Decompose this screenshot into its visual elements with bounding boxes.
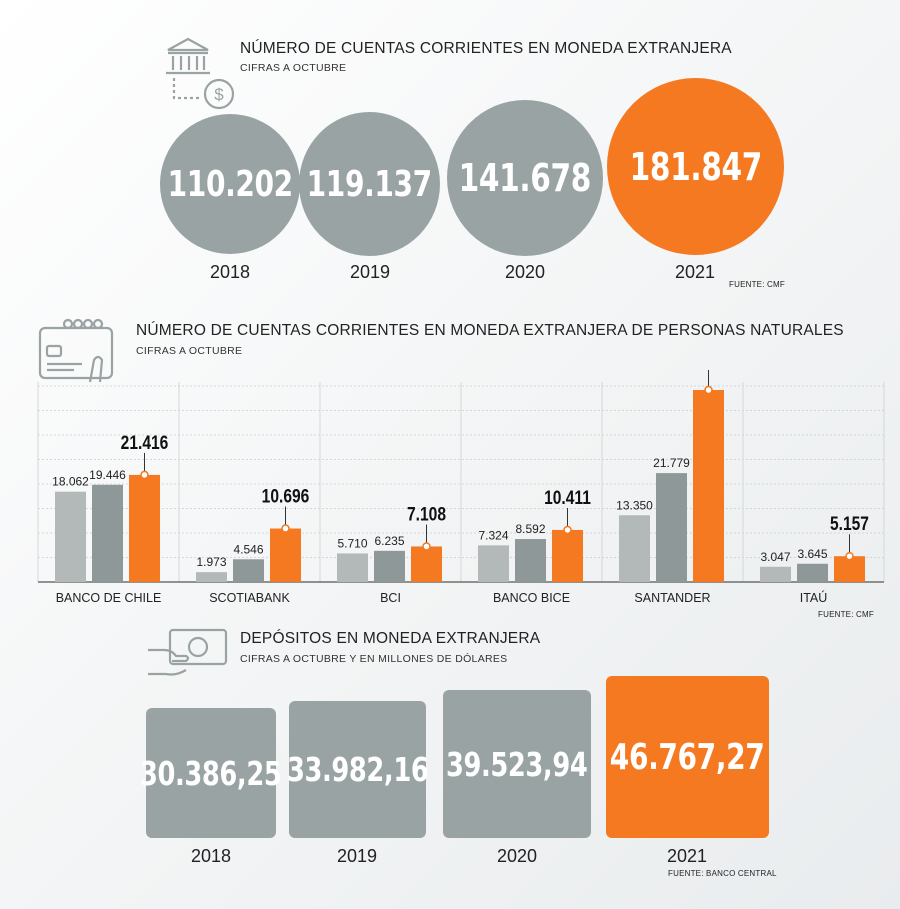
section1-subtitle: CIFRAS A OCTUBRE	[240, 62, 347, 74]
bar-banco-bice-s3	[552, 529, 583, 582]
bar-value-label: 7.324	[478, 528, 508, 542]
bar-value-label: 19.446	[89, 468, 126, 482]
callout-dot	[422, 542, 431, 551]
deposit-value-2019: 33.982,16	[286, 750, 429, 789]
bar-highlight-label: 21.416	[121, 431, 169, 453]
bar-value-label: 4.546	[233, 542, 263, 556]
section3-title: DEPÓSITOS EN MONEDA EXTRANJERA	[240, 630, 541, 647]
bubble-year-2019: 2019	[349, 262, 391, 282]
bar-scotiabank-s1	[196, 572, 227, 582]
bar-banco-de-chile-s1	[55, 491, 86, 582]
deposit-value-2018: 30.386,25	[140, 753, 282, 793]
bar-value-label: 3.645	[797, 547, 827, 561]
callout-dot	[845, 551, 854, 561]
bar-value-label: 13.350	[616, 498, 653, 512]
section2-title: NÚMERO DE CUENTAS CORRIENTES EN MONEDA E…	[136, 322, 844, 339]
bar-santander-s3	[693, 390, 724, 582]
callout-dot	[281, 524, 290, 533]
deposit-value-2020: 39.523,94	[446, 744, 588, 784]
bar-banco-bice-s2	[515, 539, 546, 582]
bar-itaú-s3	[834, 556, 865, 582]
category-label: SANTANDER	[634, 591, 710, 605]
bar-itaú-s2	[797, 563, 828, 582]
section2-source: FUENTE: CMF	[818, 610, 874, 619]
bar-highlight-label: 10.696	[262, 485, 310, 507]
section1-source: FUENTE: CMF	[729, 280, 785, 289]
bar-bci-s1	[337, 553, 368, 582]
bar-value-label: 1.973	[196, 555, 226, 569]
bar-value-label: 5.710	[337, 536, 367, 550]
deposit-box-2019: 33.982,16	[286, 701, 429, 838]
credit-card-hand-icon	[38, 318, 118, 384]
bar-chart: 18.062 19.446 21.416 BANCO DE CHILE 1.973 4.5…	[37, 370, 885, 605]
bar-value-label: 3.047	[760, 550, 790, 564]
section3-source: FUENTE: BANCO CENTRAL	[668, 869, 777, 878]
bubble-value-2019: 119.137	[306, 163, 433, 205]
bar-value-label: 8.592	[515, 522, 545, 536]
section1-title: NÚMERO DE CUENTAS CORRIENTES EN MONEDA E…	[240, 40, 732, 57]
bubble-2021: 181.847	[607, 78, 784, 255]
bubble-year-2018: 2018	[209, 262, 251, 282]
bubble-year-2020: 2020	[504, 262, 546, 282]
bar-highlight-label: 5.157	[830, 513, 869, 535]
bar-value-label: 21.779	[653, 456, 690, 470]
category-label: ITAÚ	[800, 590, 828, 605]
bar-banco-de-chile-s3	[129, 474, 160, 582]
bubble-2020: 141.678	[447, 100, 603, 256]
bar-scotiabank-s2	[233, 559, 264, 582]
bubble-value-2020: 141.678	[458, 156, 592, 200]
callout-dot	[563, 525, 572, 535]
callout-dot	[704, 385, 713, 395]
bar-highlight-label: 10.411	[544, 486, 591, 508]
bubble-value-2021: 181.847	[629, 144, 762, 189]
bubble-2019: 119.137	[299, 112, 440, 256]
bar-value-label: 18.062	[52, 475, 89, 489]
deposit-box-2021: 46.767,27	[606, 676, 769, 838]
cash-hand-icon	[146, 628, 228, 680]
callout-dot	[140, 470, 149, 480]
section3-subtitle: CIFRAS A OCTUBRE Y EN MILLONES DE DÓLARE…	[240, 653, 508, 665]
category-label: BANCO DE CHILE	[56, 591, 162, 605]
bar-banco-bice-s1	[478, 545, 509, 582]
deposit-year-2021: 2021	[666, 846, 708, 866]
bubble-value-2018: 110.202	[167, 163, 293, 205]
bar-bci-s2	[374, 550, 405, 582]
bar-value-label: 6.235	[374, 534, 404, 548]
category-label: BCI	[380, 591, 401, 605]
category-label: BANCO BICE	[493, 591, 570, 605]
bar-itaú-s1	[760, 566, 791, 582]
bubble-2018: 110.202	[160, 114, 300, 254]
bubble-year-2021: 2021	[674, 262, 716, 282]
category-label: SCOTIABANK	[209, 591, 290, 605]
bar-highlight-label: 7.108	[407, 503, 446, 525]
bar-santander-s1	[619, 515, 650, 582]
bar-santander-s2	[656, 473, 687, 582]
bar-banco-de-chile-s2	[92, 484, 123, 582]
deposit-year-2018: 2018	[190, 846, 232, 866]
bar-bci-s3	[411, 546, 442, 582]
section2-subtitle: CIFRAS A OCTUBRE	[136, 345, 243, 357]
deposit-year-2019: 2019	[336, 846, 378, 866]
deposit-value-2021: 46.767,27	[610, 736, 765, 778]
bar-scotiabank-s3	[270, 528, 301, 582]
svg-text:$: $	[214, 85, 224, 104]
deposit-box-2018: 30.386,25	[140, 708, 282, 838]
deposit-year-2020: 2020	[496, 846, 538, 866]
deposit-box-2020: 39.523,94	[443, 690, 591, 838]
bank-dollar-icon: $	[160, 36, 240, 110]
